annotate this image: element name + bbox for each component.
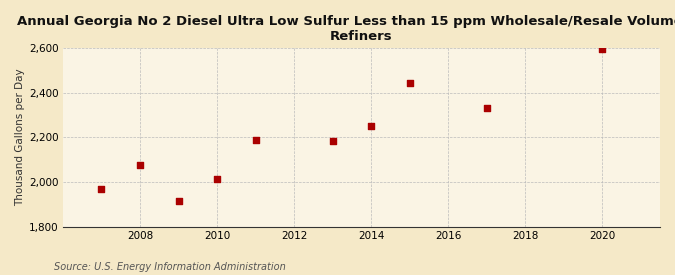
Point xyxy=(404,81,415,85)
Point xyxy=(366,124,377,128)
Point xyxy=(597,47,608,52)
Title: Annual Georgia No 2 Diesel Ultra Low Sulfur Less than 15 ppm Wholesale/Resale Vo: Annual Georgia No 2 Diesel Ultra Low Sul… xyxy=(18,15,675,43)
Point xyxy=(481,106,492,111)
Point xyxy=(250,138,261,142)
Point xyxy=(134,163,145,167)
Point xyxy=(212,177,223,181)
Point xyxy=(173,199,184,203)
Point xyxy=(96,186,107,191)
Text: Source: U.S. Energy Information Administration: Source: U.S. Energy Information Administ… xyxy=(54,262,286,272)
Point xyxy=(327,139,338,143)
Y-axis label: Thousand Gallons per Day: Thousand Gallons per Day xyxy=(15,69,25,206)
